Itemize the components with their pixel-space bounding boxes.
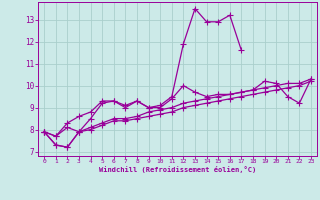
X-axis label: Windchill (Refroidissement éolien,°C): Windchill (Refroidissement éolien,°C) xyxy=(99,166,256,173)
